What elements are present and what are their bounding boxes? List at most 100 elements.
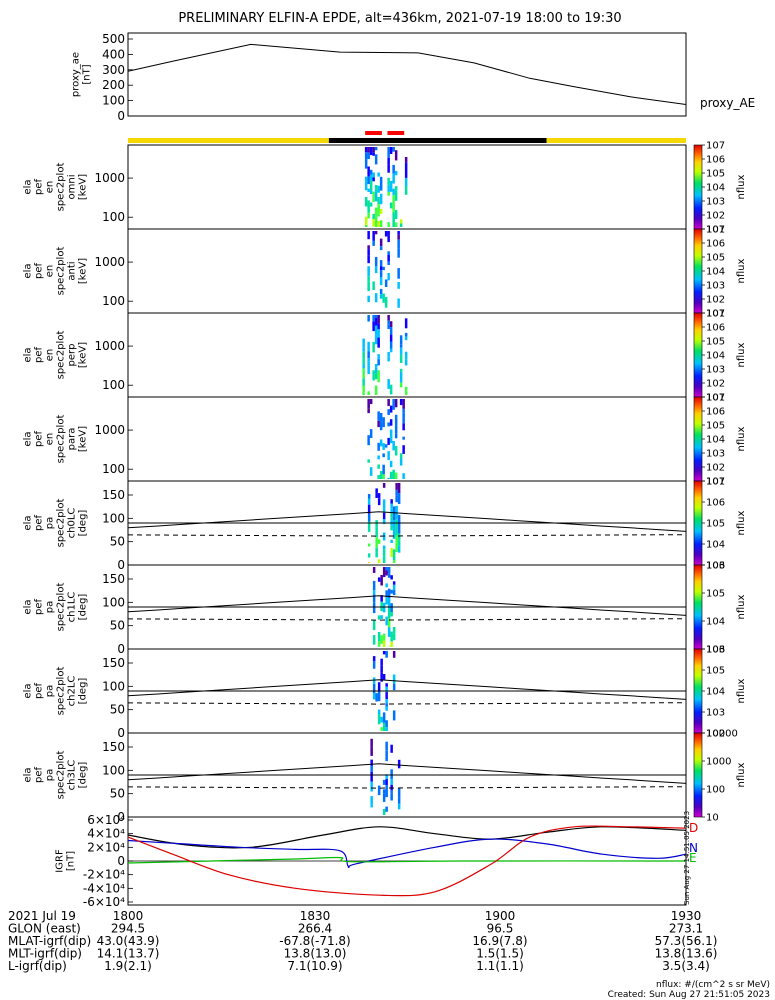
spectrogram-pixel <box>389 419 393 426</box>
colorbar-tick-label: 105 <box>706 169 725 180</box>
spectrogram-pixel <box>367 276 370 282</box>
spectrogram-pixel <box>372 693 376 700</box>
y-axis-label-line: ch3LC <box>67 760 78 791</box>
spectrogram-pixel <box>384 231 388 237</box>
colorbar-tick-label: 103 <box>706 281 725 292</box>
spectrogram-pixel <box>379 471 383 479</box>
spectrogram-pixel <box>392 222 395 227</box>
spectrogram-pixel <box>377 359 380 366</box>
y-axis-label-line: pef <box>34 515 45 532</box>
colorbar-tick-label: 106 <box>706 645 725 656</box>
colorbar-label: nflux <box>736 762 747 787</box>
spectrogram-pixel <box>394 472 398 479</box>
spectrogram-pixel <box>385 651 388 658</box>
y-tick-label: 150 <box>102 488 125 502</box>
y-axis-label-line: [keV] <box>78 174 89 200</box>
spectrogram-pixel <box>389 471 393 479</box>
y-tick-label: 200 <box>102 78 125 92</box>
spectrogram-pixel <box>392 715 396 721</box>
colorbar-tick-label: 10 <box>706 813 719 824</box>
spectrogram-pixel <box>382 793 386 802</box>
footer-row-value: 1900 <box>485 909 516 923</box>
spectrogram-pixel <box>377 329 380 338</box>
spectrogram-pixel <box>394 190 398 201</box>
spectrogram-pixel <box>389 438 393 444</box>
spectrogram-pixel <box>392 590 396 596</box>
spectrogram-pixel <box>379 421 383 431</box>
footer-row-value: 266.4 <box>298 922 332 936</box>
spectrogram-pixel <box>399 399 403 406</box>
spectrogram-pixel <box>379 277 383 286</box>
spectrogram-pixel <box>387 261 390 265</box>
colorbar-tick-label: 103 <box>706 449 725 460</box>
panel-ela-pef-pa-spec2plot-ch1LC: 050100150elapefpaspec2plotch1LC[deg]1031… <box>23 561 748 657</box>
spectrogram-pixel <box>367 166 370 177</box>
spectrogram-pixel <box>397 545 401 553</box>
spectrogram-pixel <box>389 429 393 439</box>
spectrogram-pixel <box>369 180 373 191</box>
spectrogram-pixel <box>370 738 373 747</box>
spectrogram-pixel <box>394 186 398 191</box>
colorbar-tick-label: 104 <box>706 267 725 278</box>
spectrogram-pixel <box>377 455 380 460</box>
y-axis-label-line: pa <box>45 517 56 529</box>
footer-row-value: 1.9(2.1) <box>104 959 152 973</box>
spectrogram-pixel <box>380 595 383 602</box>
spectrogram-pixel <box>397 483 401 494</box>
spectrogram-pixel <box>397 788 401 798</box>
spectrogram-pixel <box>364 225 368 227</box>
spectrogram-pixel <box>392 683 396 691</box>
y-axis-label-line: para <box>67 428 78 451</box>
spectrogram-pixel <box>385 720 388 728</box>
footer-row-label: L-igrf(dip) <box>8 959 67 973</box>
panel-ela-pef-en-spec2plot-para: 100 1000 elapefenspec2plotpara[keV] 101 102 1… <box>23 393 748 488</box>
spectrogram-pixel <box>392 147 395 152</box>
spectrogram-pixel <box>382 499 386 509</box>
y-axis-label-line: [nT] <box>66 851 77 871</box>
spectrogram-pixel <box>387 315 390 321</box>
spectrogram-pixel <box>397 493 401 504</box>
spectrogram-pixel <box>382 512 386 520</box>
spectrogram-pixel <box>382 722 386 731</box>
footer-row-value: 294.5 <box>111 922 145 936</box>
spectrogram-pixel <box>392 188 395 196</box>
y-tick-label: 50 <box>110 619 125 633</box>
y-axis-label-line: pef <box>34 263 45 280</box>
spectrogram-pixel <box>382 633 386 641</box>
spectrogram-pixel <box>369 174 373 181</box>
y-axis-label-line: ela <box>23 179 34 194</box>
colorbar-7 <box>693 732 703 818</box>
spectrogram-pixel <box>390 508 393 513</box>
y-axis-label-line: perp <box>67 344 78 367</box>
spectrogram-pixel <box>389 348 393 353</box>
spectrogram-pixel <box>377 221 380 227</box>
spectrogram-pixel <box>377 337 380 348</box>
spectrogram-pixel <box>377 442 380 451</box>
spectrogram-pixel <box>390 575 393 580</box>
spectrogram-pixel <box>385 590 388 598</box>
y-axis-label-line: pa <box>45 601 56 613</box>
spectrogram-pixel <box>367 361 370 366</box>
y-axis-label-line: spec2plot <box>56 247 67 296</box>
spectrogram-pixel <box>372 152 375 156</box>
spectrogram-pixel <box>387 185 390 189</box>
spectrogram-pixel <box>367 498 371 505</box>
spectrogram-pixel <box>362 358 365 365</box>
legend-proxy-ae: proxy_AE <box>700 96 755 110</box>
y-axis-label-line: ela <box>23 767 34 782</box>
colorbar-5 <box>693 564 703 650</box>
colorbar-tick-label: 1000 <box>706 757 731 768</box>
spectrogram-pixel <box>397 522 401 534</box>
footer-row-value: 1.1(1.1) <box>476 959 524 973</box>
spectrogram-pixel <box>385 741 388 751</box>
spectrogram-pixel <box>385 727 388 731</box>
y-tick-label: -4×10⁴ <box>83 881 125 895</box>
colorbar-tick-label: 101 <box>706 225 725 236</box>
spectrogram-pixel <box>369 190 373 194</box>
spectrogram-pixel <box>392 516 396 520</box>
spectrogram-pixel <box>367 341 370 352</box>
spectrogram-pixel <box>374 231 378 235</box>
spectrogram-pixel <box>387 235 390 243</box>
spectrogram-pixels <box>367 231 400 308</box>
spectrogram-pixel <box>389 460 393 468</box>
